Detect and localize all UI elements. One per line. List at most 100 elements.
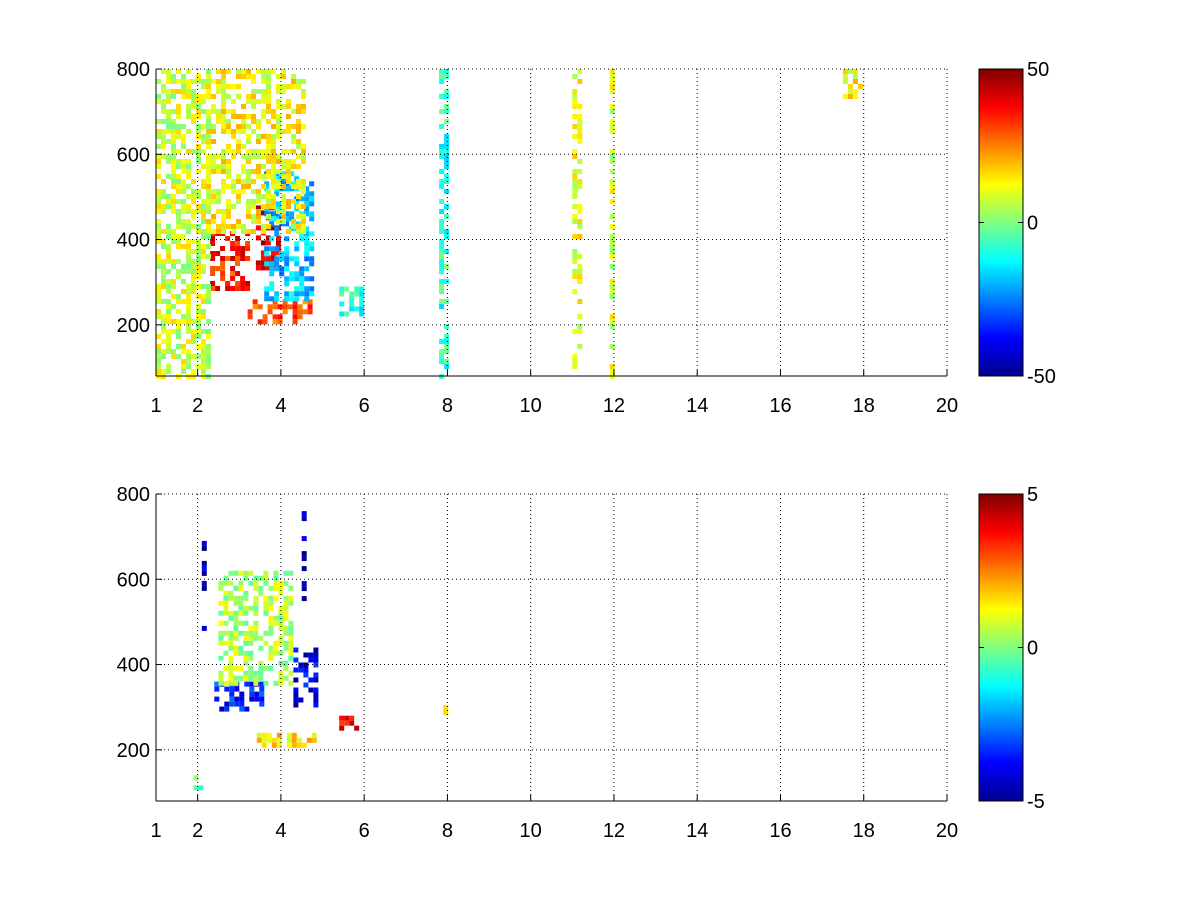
heatmap-cell (186, 209, 191, 214)
heatmap-cell (265, 265, 271, 271)
heatmap-cell (439, 239, 445, 244)
heatmap-cell (230, 271, 236, 276)
heatmap-cell (847, 89, 853, 94)
heatmap-cell (236, 114, 241, 119)
heatmap-cell (240, 276, 246, 281)
heatmap-cell (266, 194, 271, 199)
heatmap-cell (281, 129, 286, 134)
heatmap-cell (223, 610, 229, 616)
heatmap-cell (256, 89, 261, 94)
heatmap-cell (286, 104, 291, 109)
y-tick-label: 800 (117, 59, 150, 81)
heatmap-cell (191, 369, 196, 374)
x-tick-label: 8 (442, 820, 453, 842)
heatmap-cell (171, 319, 176, 324)
heatmap-cell (211, 214, 216, 219)
heatmap-cell (196, 149, 201, 154)
heatmap-cell (301, 556, 307, 562)
heatmap-cell (443, 705, 449, 711)
heatmap-cell (291, 134, 296, 139)
heatmap-cell (289, 181, 295, 187)
heatmap-cell (181, 244, 186, 249)
heatmap-cell (266, 74, 271, 79)
heatmap-cell (220, 276, 226, 281)
heatmap-cell (221, 189, 226, 194)
heatmap-cell (248, 665, 254, 671)
heatmap-cell (206, 299, 211, 304)
heatmap-cell (271, 742, 277, 748)
heatmap-cell (609, 289, 615, 294)
heatmap-cell (176, 244, 181, 249)
heatmap-cell (236, 124, 241, 129)
heatmap-cell (301, 596, 307, 602)
heatmap-cell (231, 114, 236, 119)
heatmap-cell (268, 600, 274, 606)
heatmap-cell (609, 119, 615, 124)
heatmap-cell (210, 271, 216, 276)
heatmap-cell (609, 129, 615, 134)
heatmap-cell (236, 84, 241, 89)
colorbar-tick-label: 0 (1027, 213, 1038, 235)
heatmap-cell (206, 164, 211, 169)
heatmap-cell (289, 256, 295, 262)
heatmap-cell (228, 655, 234, 661)
heatmap-cell (274, 231, 280, 237)
heatmap-cell (201, 545, 207, 551)
heatmap-cell (572, 179, 578, 184)
heatmap-cell (246, 214, 251, 219)
heatmap-cell (191, 274, 196, 279)
heatmap-cell (572, 254, 578, 259)
heatmap-cell (313, 697, 319, 703)
heatmap-cell (181, 94, 186, 99)
heatmap-cell (444, 89, 450, 94)
x-tick-label: 1 (150, 820, 161, 842)
heatmap-cell (166, 349, 171, 354)
heatmap-cell (439, 184, 445, 189)
heatmap-cell (288, 570, 294, 576)
heatmap-cell (301, 124, 306, 129)
heatmap-cell (166, 174, 171, 179)
heatmap-cell (288, 625, 294, 631)
heatmap-cell (181, 349, 186, 354)
heatmap-cell (191, 114, 196, 119)
heatmap-cell (196, 204, 201, 209)
heatmap-cell (238, 675, 244, 681)
heatmap-cell (263, 600, 269, 606)
heatmap-cell (221, 229, 226, 234)
heatmap-cell (256, 214, 261, 219)
heatmap-cell (271, 184, 276, 189)
heatmap-cell (572, 89, 578, 94)
heatmap-cell (216, 84, 221, 89)
heatmap-cell (166, 344, 171, 349)
heatmap-cell (274, 246, 280, 252)
heatmap-cell (186, 194, 191, 199)
heatmap-cell (226, 184, 231, 189)
heatmap-cell (246, 174, 251, 179)
heatmap-cell (276, 179, 281, 184)
heatmap-cell (303, 672, 309, 678)
heatmap-cell (293, 647, 299, 653)
heatmap-cell (206, 89, 211, 94)
heatmap-cell (216, 169, 221, 174)
heatmap-cell (258, 660, 264, 666)
heatmap-cell (206, 154, 211, 159)
heatmap-cell (201, 99, 206, 104)
heatmap-cell (228, 580, 234, 586)
heatmap-cell (206, 79, 211, 84)
heatmap-cell (269, 221, 275, 227)
heatmap-cell (266, 94, 271, 99)
heatmap-cell (221, 129, 226, 134)
heatmap-cell (309, 291, 315, 297)
heatmap-cell (166, 369, 171, 374)
heatmap-cell (246, 169, 251, 174)
heatmap-cell (339, 715, 345, 721)
heatmap-cell (609, 319, 615, 324)
heatmap-cell (201, 344, 206, 349)
heatmap-cell (286, 742, 292, 748)
heatmap-cell (171, 149, 176, 154)
heatmap-cells (193, 511, 449, 791)
heatmap-cell (161, 279, 166, 284)
heatmap-cell (240, 246, 246, 251)
heatmap-cell (301, 189, 306, 194)
